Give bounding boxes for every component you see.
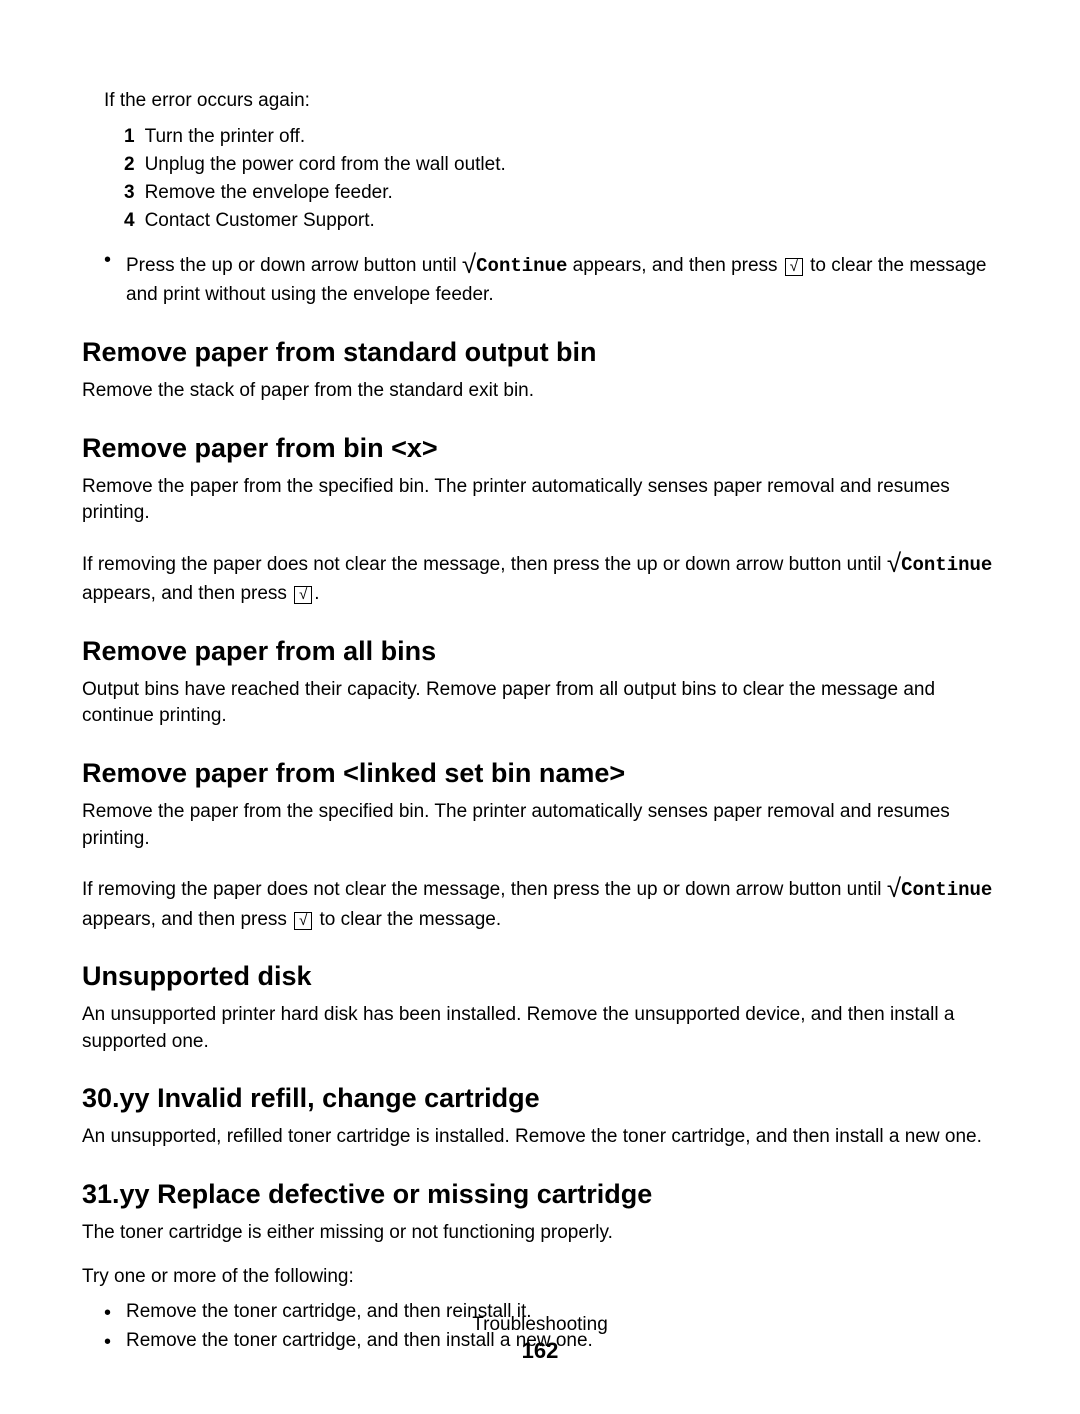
step-number: 1 <box>124 126 135 148</box>
section-body: An unsupported printer hard disk has bee… <box>82 1002 998 1055</box>
section-body: The toner cartridge is either missing or… <box>82 1220 998 1247</box>
step-text: Contact Customer Support. <box>145 210 375 231</box>
extra-pre: If removing the paper does not clear the… <box>82 554 887 575</box>
box-check-icon: √ <box>294 912 312 930</box>
step-text: Unplug the power cord from the wall outl… <box>145 154 506 175</box>
list-item: 1 Turn the printer off. <box>124 126 998 148</box>
step-text: Remove the envelope feeder. <box>145 182 393 203</box>
section-heading: 30.yy Invalid refill, change cartridge <box>82 1083 998 1114</box>
section-heading: Remove paper from all bins <box>82 636 998 667</box>
section-body: Remove the paper from the specified bin.… <box>82 474 998 527</box>
section-heading: Remove paper from standard output bin <box>82 337 998 368</box>
bullet-text-mid: appears, and then press <box>567 255 782 276</box>
box-check-icon: √ <box>785 258 803 276</box>
box-check-icon: √ <box>294 586 312 604</box>
check-icon: √ <box>462 249 476 279</box>
intro-text: If the error occurs again: <box>104 90 998 112</box>
continue-label: Continue <box>901 879 992 901</box>
step-text: Turn the printer off. <box>145 126 306 147</box>
continue-label: Continue <box>476 255 567 277</box>
extra-mid: appears, and then press <box>82 909 292 930</box>
footer-section-name: Troubleshooting <box>0 1314 1080 1336</box>
list-item: 4 Contact Customer Support. <box>124 210 998 232</box>
step-number: 2 <box>124 154 135 176</box>
extra-pre: If removing the paper does not clear the… <box>82 879 887 900</box>
section-heading: 31.yy Replace defective or missing cartr… <box>82 1179 998 1210</box>
extra-post: to clear the message. <box>314 909 501 930</box>
try-text: Try one or more of the following: <box>82 1264 998 1291</box>
step-number: 3 <box>124 182 135 204</box>
list-item: 2 Unplug the power cord from the wall out… <box>124 154 998 176</box>
page-footer: Troubleshooting 162 <box>0 1314 1080 1364</box>
section-extra: If removing the paper does not clear the… <box>82 545 998 608</box>
section-extra: If removing the paper does not clear the… <box>82 870 998 933</box>
document-page: If the error occurs again: 1 Turn the pri… <box>0 0 1080 1414</box>
section-heading: Unsupported disk <box>82 961 998 992</box>
list-item: 3 Remove the envelope feeder. <box>124 182 998 204</box>
extra-mid: appears, and then press <box>82 583 292 604</box>
step-number: 4 <box>124 210 135 232</box>
check-icon: √ <box>887 873 901 903</box>
check-icon: √ <box>887 548 901 578</box>
section-heading: Remove paper from <linked set bin name> <box>82 758 998 789</box>
continue-label: Continue <box>901 554 992 576</box>
section-body: Output bins have reached their capacity.… <box>82 677 998 730</box>
section-body: Remove the stack of paper from the stand… <box>82 378 998 405</box>
section-body: Remove the paper from the specified bin.… <box>82 799 998 852</box>
error-steps-list: 1 Turn the printer off. 2 Unplug the power… <box>124 126 998 232</box>
extra-post: . <box>314 583 319 604</box>
list-item: Press the up or down arrow button until … <box>104 246 998 309</box>
footer-page-number: 162 <box>0 1338 1080 1364</box>
bullet-text-pre: Press the up or down arrow button until <box>126 255 462 276</box>
press-bullet-list: Press the up or down arrow button until … <box>104 246 998 309</box>
section-heading: Remove paper from bin <x> <box>82 433 998 464</box>
section-body: An unsupported, refilled toner cartridge… <box>82 1124 998 1151</box>
